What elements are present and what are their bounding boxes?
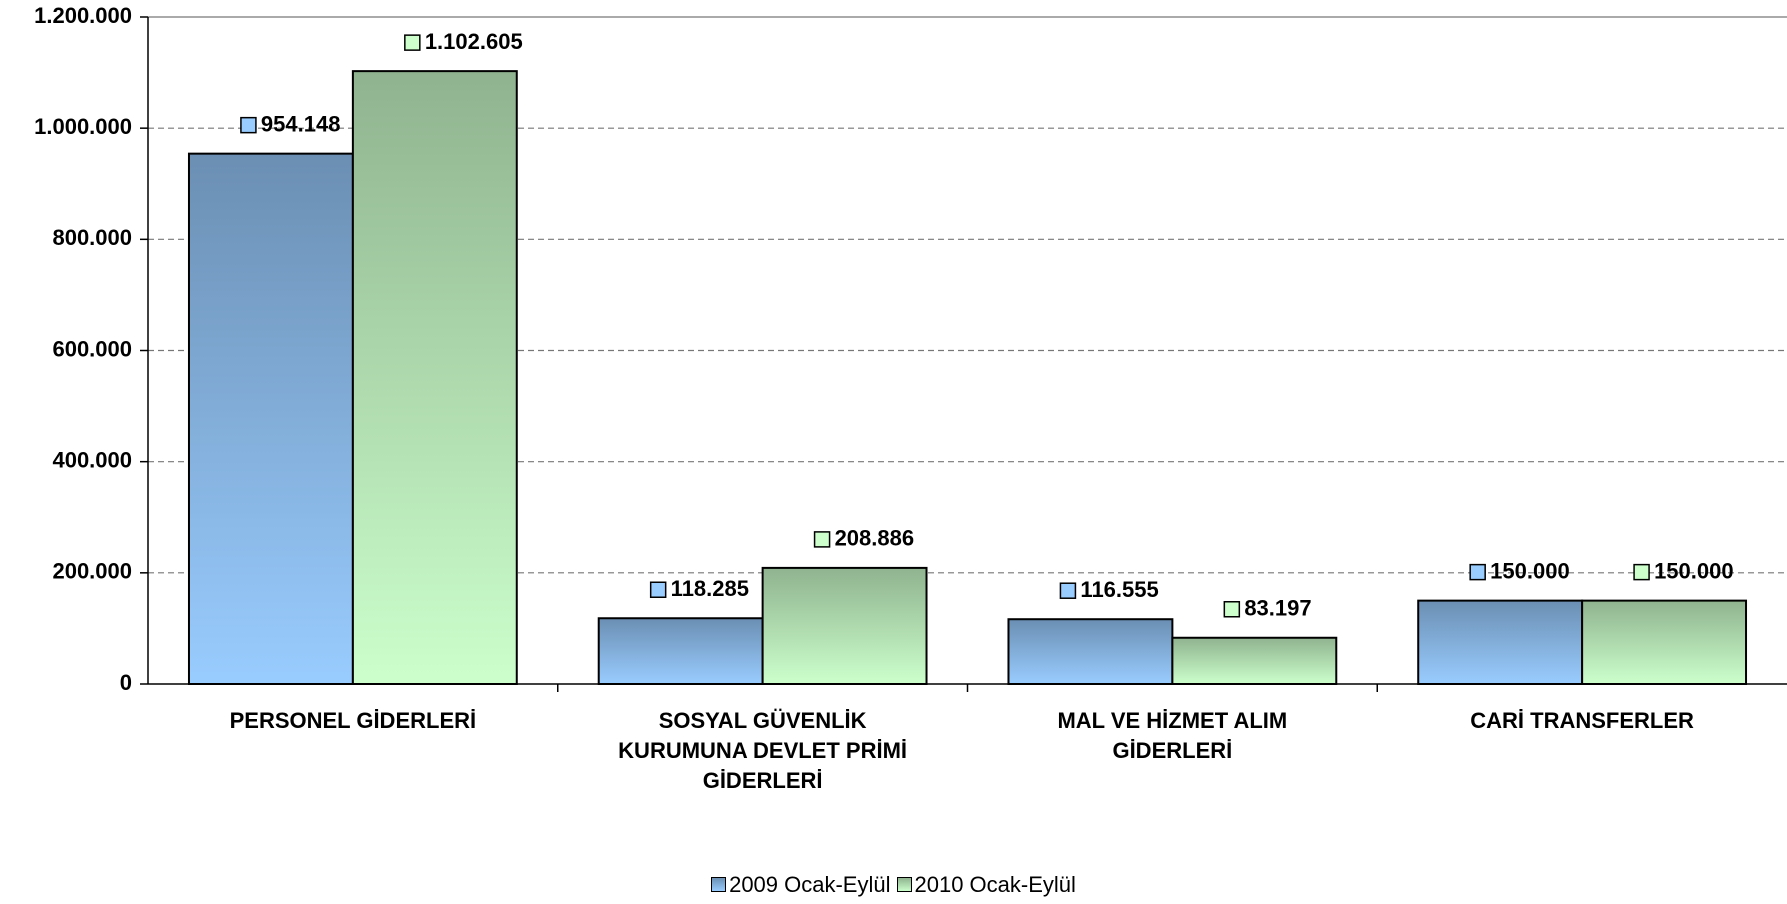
- legend: 2009 Ocak-Eylül 2010 Ocak-Eylül: [0, 872, 1787, 898]
- bar: [1007, 618, 1174, 685]
- data-label: 208.886: [835, 526, 915, 551]
- label-key: [813, 531, 831, 548]
- legend-key: [711, 877, 727, 892]
- y-tick-label: 1.200.000: [34, 3, 132, 28]
- x-tick-label: CARİ TRANSFERLER: [1470, 708, 1694, 733]
- legend-label: 2010 Ocak-Eylül: [914, 872, 1076, 897]
- label-key: [649, 581, 667, 599]
- label-key: [1223, 601, 1241, 618]
- legend-key: [896, 877, 912, 892]
- bar: [1581, 599, 1748, 685]
- label-key: [404, 34, 421, 51]
- legend-label: 2009 Ocak-Eylül: [729, 872, 891, 897]
- data-label: 954.148: [261, 111, 341, 136]
- data-label: 150.000: [1490, 558, 1570, 583]
- label-key: [240, 116, 257, 134]
- y-tick-label: 200.000: [52, 559, 132, 584]
- data-label: 1.102.605: [425, 29, 523, 54]
- label-key: [1059, 582, 1077, 599]
- y-tick-label: 600.000: [52, 336, 132, 361]
- data-label: 116.555: [1080, 577, 1158, 602]
- bar: [761, 566, 928, 686]
- y-tick-label: 0: [120, 670, 132, 695]
- bar: [351, 70, 518, 686]
- bar: [187, 152, 354, 686]
- y-tick-label: 1.000.000: [34, 114, 132, 139]
- bar: [597, 617, 764, 685]
- y-tick-label: 400.000: [52, 447, 132, 472]
- bar: [1171, 636, 1338, 686]
- x-tick-label: PERSONEL GİDERLERİ: [229, 708, 477, 733]
- bar: [1417, 599, 1584, 685]
- label-key: [1469, 563, 1486, 581]
- x-tick-label: MAL VE HİZMET ALIM GİDERLERİ: [1057, 708, 1288, 763]
- data-label: 83.197: [1244, 596, 1311, 621]
- x-tick-label: SOSYAL GÜVENLİK KURUMUNA DEVLET PRİMİ Gİ…: [618, 708, 908, 793]
- data-label: 150.000: [1654, 558, 1734, 583]
- data-label: 118.285: [671, 576, 749, 601]
- label-key: [1633, 563, 1650, 581]
- y-tick-label: 800.000: [52, 225, 132, 250]
